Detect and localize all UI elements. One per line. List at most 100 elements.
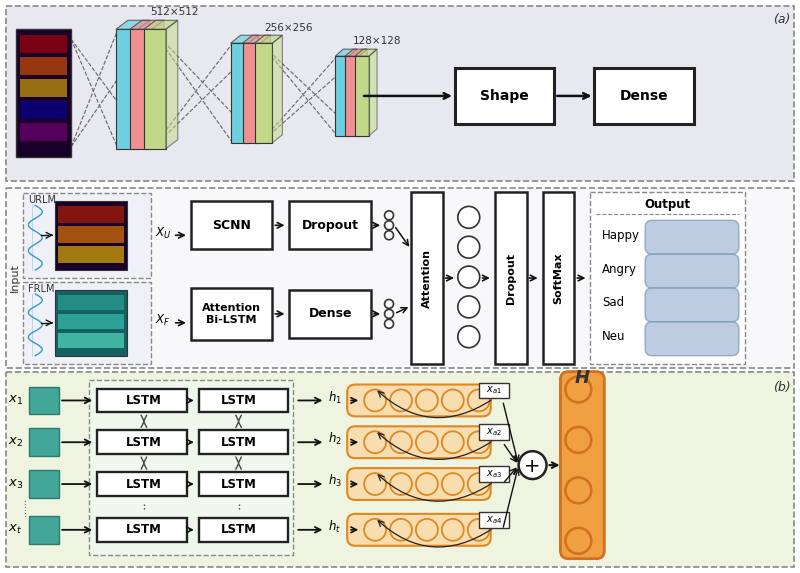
Circle shape [385,309,394,319]
Circle shape [385,221,394,230]
Bar [58,333,124,348]
Polygon shape [152,20,164,148]
Text: $x_{a2}$: $x_{a2}$ [486,426,502,438]
Polygon shape [254,35,282,43]
Text: $x_1$: $x_1$ [8,394,23,407]
FancyBboxPatch shape [347,384,490,417]
Circle shape [416,431,438,453]
Text: $x_{a1}$: $x_{a1}$ [486,384,502,397]
Polygon shape [166,20,178,148]
Text: 256×256: 256×256 [264,23,313,33]
Circle shape [416,519,438,541]
FancyBboxPatch shape [347,514,490,545]
Text: Dropout: Dropout [506,253,516,304]
Bar [478,383,509,398]
Circle shape [518,451,546,479]
Text: $x_{a3}$: $x_{a3}$ [486,468,502,480]
Text: LSTM: LSTM [126,523,162,536]
FancyBboxPatch shape [645,221,739,254]
Bar [58,206,124,223]
Polygon shape [273,35,282,143]
Polygon shape [138,20,150,148]
Polygon shape [335,49,357,56]
Text: LSTM: LSTM [221,435,257,449]
Text: Output: Output [645,198,690,211]
FancyBboxPatch shape [645,322,739,356]
Bar [30,470,59,498]
Text: Angry: Angry [602,262,638,276]
Bar [58,295,124,310]
Text: URLM: URLM [28,195,56,205]
Bar [97,472,186,496]
Text: Attention: Attention [422,249,432,308]
Polygon shape [116,20,150,29]
Bar [478,512,509,528]
Polygon shape [345,49,367,56]
Text: SoftMax: SoftMax [554,252,563,304]
Bar [30,516,59,544]
Polygon shape [355,56,369,136]
Circle shape [364,390,386,411]
Circle shape [468,473,490,495]
Polygon shape [230,43,249,143]
Circle shape [468,390,490,411]
Polygon shape [230,35,258,43]
Circle shape [442,519,464,541]
Circle shape [566,376,591,402]
Text: (b): (b) [773,381,790,394]
Polygon shape [144,29,166,148]
Bar [190,288,273,340]
Text: Happy: Happy [602,229,640,242]
Bar [478,466,509,482]
Text: (a): (a) [773,13,790,26]
Circle shape [458,326,480,348]
Circle shape [390,519,412,541]
Text: Input: Input [10,264,20,292]
Bar [20,123,67,141]
FancyBboxPatch shape [347,468,490,500]
Text: H: H [575,368,590,387]
Bar [58,314,124,329]
Circle shape [458,266,480,288]
Circle shape [385,319,394,328]
Bar [198,388,288,413]
Polygon shape [249,35,258,143]
Bar [590,193,745,364]
Text: $h_t$: $h_t$ [328,519,341,535]
Text: $h_1$: $h_1$ [328,390,342,406]
Circle shape [390,431,412,453]
Bar [478,425,509,440]
Bar [58,246,124,263]
Text: SCNN: SCNN [212,219,251,232]
Circle shape [385,231,394,240]
Text: Attention
Bi-LSTM: Attention Bi-LSTM [202,303,261,325]
Bar [290,290,371,337]
FancyBboxPatch shape [347,426,490,458]
Polygon shape [359,49,367,136]
Text: Neu: Neu [602,330,626,343]
Circle shape [458,236,480,258]
Circle shape [458,206,480,228]
Circle shape [416,473,438,495]
Text: +: + [524,457,541,476]
Text: Dense: Dense [620,89,669,103]
Bar [16,29,71,156]
Polygon shape [116,29,138,148]
Polygon shape [345,56,359,136]
Bar [23,282,151,364]
Polygon shape [349,49,357,136]
Text: Sad: Sad [602,296,625,309]
Circle shape [416,390,438,411]
Circle shape [566,477,591,503]
FancyBboxPatch shape [645,254,739,288]
Bar [30,387,59,414]
Bar [23,194,151,278]
Text: LSTM: LSTM [126,435,162,449]
Circle shape [364,431,386,453]
Polygon shape [130,29,152,148]
Polygon shape [130,20,164,29]
Polygon shape [355,49,377,56]
Circle shape [458,296,480,318]
Circle shape [390,473,412,495]
Text: Dropout: Dropout [302,219,358,232]
